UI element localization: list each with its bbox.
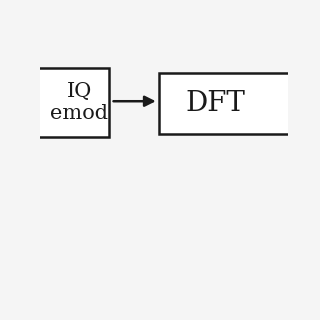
FancyBboxPatch shape [30, 68, 109, 137]
Text: IQ
emod: IQ emod [50, 82, 108, 123]
FancyBboxPatch shape [159, 73, 308, 134]
Text: DFT: DFT [186, 90, 245, 117]
